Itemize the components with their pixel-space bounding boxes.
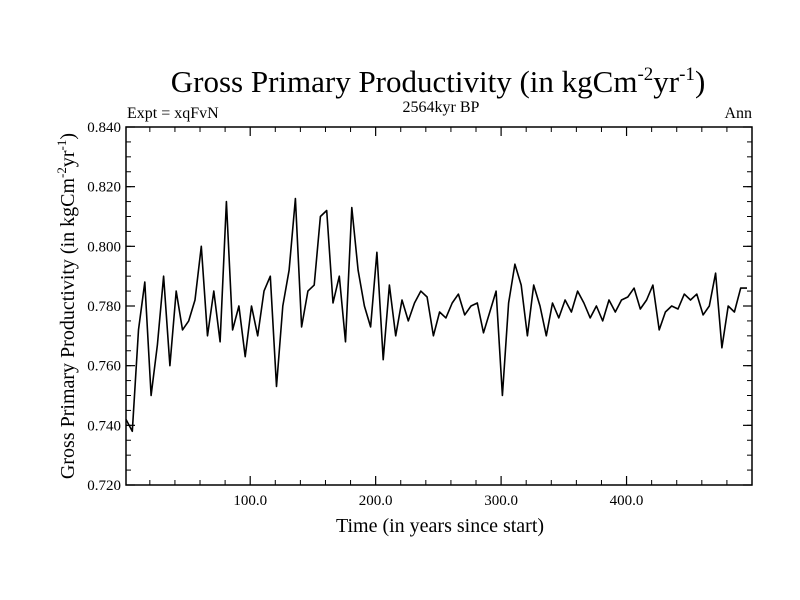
chart-title: Gross Primary Productivity (in kgCm-2yr-… [171,64,706,99]
y-tick-label: 0.780 [87,299,121,315]
season-label: Ann [724,105,752,122]
y-tick-label: 0.740 [87,418,121,434]
y-tick-label: 0.760 [87,359,121,375]
y-tick-label: 0.800 [87,239,121,255]
series-line [125,197,747,433]
y-axis-label: Gross Primary Productivity (in kgCm-2yr-… [54,133,79,479]
axis-ticks [126,126,752,486]
chart-subtitle: 2564kyr BP [403,99,480,116]
axis-tick-labels: 0.720 0.740 0.760 0.780 0.800 0.820 0.840 100.0… [87,120,643,509]
experiment-label: Expt = xqFvN [127,105,219,122]
x-tick-label: 400.0 [610,493,644,509]
y-tick-label: 0.720 [87,478,121,494]
x-axis-label: Time (in years since start) [336,515,544,537]
x-tick-label: 200.0 [359,493,393,509]
x-tick-label: 300.0 [484,493,518,509]
y-tick-label: 0.820 [87,180,121,196]
y-tick-label: 0.840 [87,120,121,136]
x-tick-label: 100.0 [233,493,267,509]
series-group [125,197,747,433]
plot-frame [125,126,753,486]
